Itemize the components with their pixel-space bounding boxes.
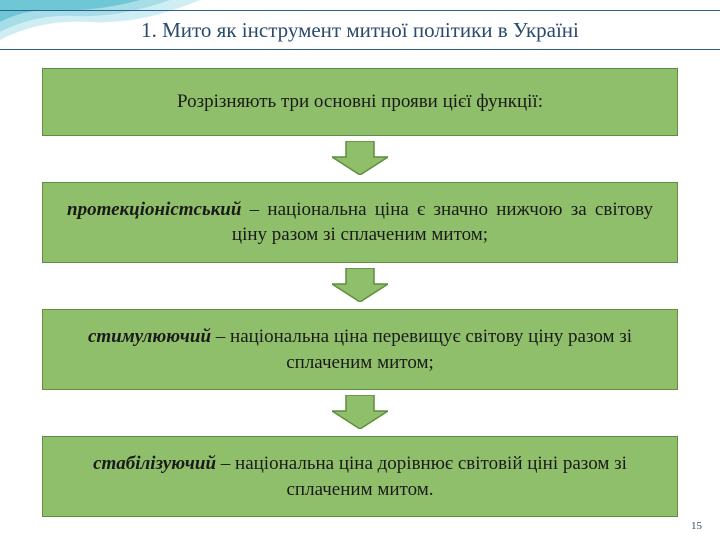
- down-arrow-icon: [332, 395, 388, 429]
- down-arrow-icon: [332, 141, 388, 175]
- arrow-3: [42, 394, 678, 430]
- arrow-2: [42, 267, 678, 303]
- title-band: 1. Мито як інструмент митної політики в …: [0, 10, 720, 50]
- intro-box: Розрізняють три основні прояви цієї функ…: [42, 68, 678, 136]
- item-box-1: протекціоністський – національна ціна є …: [42, 182, 678, 263]
- item-rest-2: – національна ціна перевищує світову цін…: [211, 326, 632, 373]
- page-number: 15: [691, 520, 702, 532]
- slide-title: 1. Мито як інструмент митної політики в …: [141, 18, 579, 43]
- item-box-3: стабілізуючий – національна ціна дорівню…: [42, 436, 678, 517]
- item-rest-3: – національна ціна дорівнює світовій цін…: [216, 453, 627, 500]
- down-arrow-icon: [332, 268, 388, 302]
- item-rest-1: – національна ціна є значно нижчою за св…: [232, 199, 653, 246]
- arrow-1: [42, 140, 678, 176]
- content-area: Розрізняють три основні прояви цієї функ…: [42, 68, 678, 518]
- item-term-2: стимулюючий: [88, 326, 211, 347]
- item-term-1: протекціоністський: [67, 199, 241, 220]
- item-term-3: стабілізуючий: [93, 453, 216, 474]
- intro-text: Розрізняють три основні прояви цієї функ…: [177, 91, 543, 112]
- item-box-2: стимулюючий – національна ціна перевищує…: [42, 309, 678, 390]
